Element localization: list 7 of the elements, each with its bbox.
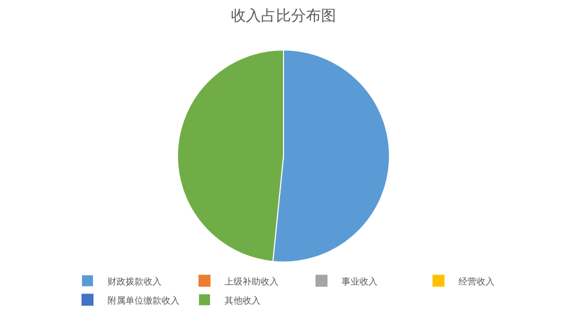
legend-label: 上级补助收入 xyxy=(224,276,278,288)
legend-label: 附属单位缴款收入 xyxy=(108,295,180,306)
chart-title: 收入占比分布图 xyxy=(231,6,336,24)
legend-label: 其他收入 xyxy=(224,295,260,306)
legend-label: 经营收入 xyxy=(458,276,494,288)
legend-label: 事业收入 xyxy=(342,276,378,288)
legend-label: 财政拨款收入 xyxy=(108,276,162,288)
